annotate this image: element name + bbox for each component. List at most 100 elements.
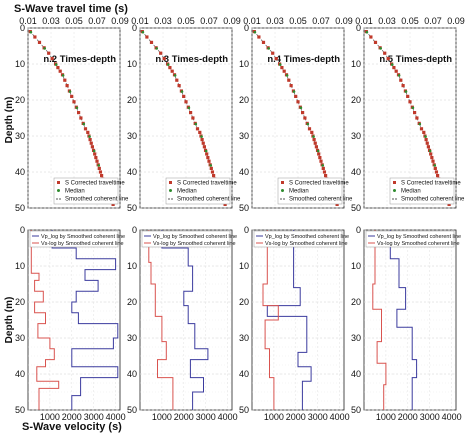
traveltime-point [282,69,286,73]
median-point [306,122,310,126]
traveltime-point [168,66,172,70]
median-point [54,63,58,66]
vp-log-line [389,230,418,410]
y-tick-label: 10 [351,261,361,271]
panel-bottom-1: 0 10 20 30 40 50 1000 2000 3000 4000 Vp_log by Smo… [15,225,126,422]
legend-box [53,177,119,205]
traveltime-point [322,170,327,174]
traveltime-point [261,40,266,44]
x-tick-label: 4000 [330,412,350,422]
traveltime-point [79,116,83,120]
y-tick-label: 10 [239,59,249,69]
traveltime-point [90,145,94,149]
vp-log-line [266,230,312,410]
traveltime-point [373,40,378,44]
y-tick-label: 20 [15,95,25,105]
traveltime-point [408,100,412,104]
x-tick-label: 0.09 [335,16,353,26]
traveltime-point [170,69,174,73]
panel-bottom-3: 0 10 20 30 40 50 1000 2000 3000 4000 Vp_log by Smo… [239,225,350,422]
y-tick-label: 20 [15,297,25,307]
traveltime-point [413,111,417,115]
legend-label: Vs-log by Smoothed coherent line [265,241,348,247]
median-point [88,135,91,138]
x-tick-label: 0.07 [88,16,106,26]
traveltime-point [406,94,410,98]
legend-label: Median [401,189,421,195]
panel-bottom-4: 0 10 20 30 40 50 1000 2000 3000 4000 Vp_log by Smo… [351,225,462,422]
traveltime-point [335,202,339,206]
x-tick-label: 0.03 [266,16,284,26]
x-tick-label: 3000 [196,412,216,422]
traveltime-point [274,57,278,61]
y-tick-label: 50 [127,203,137,213]
y-tick-label: 0 [244,23,249,33]
traveltime-point [177,84,181,88]
traveltime-point [86,130,90,134]
y-tick-label: 50 [239,405,249,415]
median-point [365,30,369,34]
traveltime-point [50,57,54,61]
x-tick-label: 0.01 [131,16,149,26]
traveltime-point [425,141,429,145]
y-tick-label: 50 [127,405,137,415]
vs-log-line [372,230,387,410]
traveltime-point [191,116,195,120]
median-point [187,106,191,110]
panel-title: n.3 Times-depth [155,54,228,65]
panel-title: n.4 Times-depth [267,54,340,65]
x-tick-label: 1000 [264,412,284,422]
traveltime-point [399,78,403,82]
median-point [428,149,432,153]
traveltime-point [319,159,323,163]
x-tick-label: 0.09 [447,16,465,26]
x-tick-label: 0.07 [200,16,218,26]
traveltime-point [296,100,300,104]
median-point [166,63,170,66]
median-point [194,122,198,126]
y-tick-label: 50 [351,203,361,213]
traveltime-point [162,57,166,61]
y-tick-label: 40 [239,369,249,379]
y-tick-label: 40 [127,167,137,177]
traveltime-point [175,78,179,82]
traveltime-point [415,116,419,120]
top-ylabel: Depth (m) [4,97,15,144]
x-tick-label: 0.03 [154,16,172,26]
traveltime-point [145,35,149,39]
legend-box [29,230,119,248]
median-point [390,63,394,66]
panel-top-3: 0 10 20 30 40 50 0.01 0.03 0.05 0.07 0.09 n.4 Times… [239,16,353,213]
traveltime-point [98,170,103,174]
y-tick-label: 40 [351,167,361,177]
traveltime-point [72,100,76,104]
x-tick-label: 4000 [106,412,126,422]
top-title: S-Wave travel time (s) [14,3,128,15]
legend-marker-median [57,189,60,192]
traveltime-point [287,78,291,82]
traveltime-point [317,152,321,156]
y-tick-label: 50 [15,405,25,415]
x-tick-label: 4000 [442,412,462,422]
traveltime-point [419,127,424,131]
legend-box [165,177,231,205]
y-tick-label: 30 [351,333,361,343]
traveltime-point [294,94,298,98]
y-tick-label: 0 [356,23,361,33]
legend-box [141,230,231,248]
x-tick-label: 2000 [398,412,418,422]
traveltime-point [97,166,101,170]
x-tick-label: 3000 [84,412,104,422]
y-tick-label: 10 [15,59,25,69]
y-tick-label: 30 [239,131,249,141]
y-tick-label: 30 [15,333,25,343]
traveltime-point [394,69,398,73]
panel-top-4: 0 10 20 30 40 50 0.01 0.03 0.05 0.07 0.09 n.5 Times… [351,16,465,213]
traveltime-point [182,94,186,98]
x-tick-label: 0.09 [111,16,129,26]
traveltime-point [318,156,322,160]
traveltime-point [310,130,314,134]
median-point [204,149,208,153]
traveltime-point [56,66,60,70]
x-tick-label: 0.07 [312,16,330,26]
